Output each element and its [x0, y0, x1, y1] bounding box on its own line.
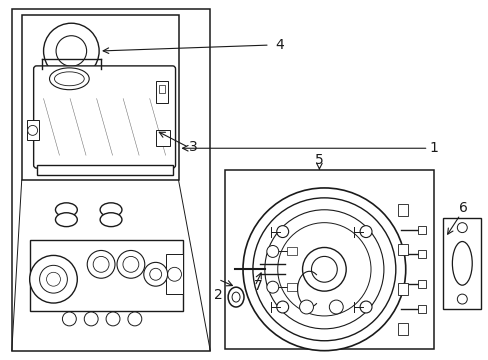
Circle shape [43, 23, 99, 79]
Bar [443, 218, 480, 309]
Circle shape [311, 256, 337, 282]
Ellipse shape [228, 287, 244, 307]
Bar [21, 15, 178, 180]
Ellipse shape [232, 292, 240, 302]
Bar [286, 247, 296, 255]
Circle shape [40, 265, 67, 293]
Circle shape [264, 210, 383, 329]
Bar [286, 283, 296, 291]
Circle shape [359, 301, 371, 313]
Circle shape [266, 246, 278, 257]
Bar [27, 121, 39, 140]
Bar [417, 305, 425, 313]
Circle shape [328, 300, 343, 314]
Text: 6: 6 [458, 201, 467, 215]
Bar [37, 165, 172, 175]
Ellipse shape [55, 213, 77, 227]
Circle shape [117, 251, 144, 278]
Circle shape [456, 223, 467, 233]
Text: 4: 4 [275, 38, 284, 52]
Bar [12, 9, 210, 351]
Circle shape [302, 247, 346, 291]
Circle shape [276, 226, 288, 238]
Circle shape [167, 267, 181, 281]
Circle shape [56, 36, 86, 66]
Circle shape [456, 294, 467, 304]
FancyBboxPatch shape [34, 66, 175, 168]
Circle shape [143, 262, 167, 286]
Bar [397, 323, 407, 335]
Ellipse shape [100, 213, 122, 227]
Circle shape [28, 125, 38, 135]
Bar [155, 81, 167, 103]
Circle shape [299, 300, 313, 314]
Text: 2: 2 [213, 288, 222, 302]
Bar [165, 255, 183, 294]
Circle shape [84, 312, 98, 326]
Circle shape [30, 255, 77, 303]
Bar [397, 204, 407, 216]
Circle shape [46, 272, 61, 286]
Bar [30, 239, 183, 311]
Circle shape [87, 251, 115, 278]
Circle shape [359, 226, 371, 238]
Ellipse shape [100, 203, 122, 217]
Ellipse shape [55, 203, 77, 217]
Circle shape [128, 312, 142, 326]
Text: 1: 1 [428, 141, 437, 155]
Circle shape [243, 188, 405, 351]
Circle shape [62, 312, 76, 326]
Bar [417, 280, 425, 288]
Bar [417, 226, 425, 234]
Bar [417, 251, 425, 258]
Bar [155, 130, 169, 146]
Circle shape [277, 223, 370, 316]
Circle shape [93, 256, 109, 272]
Circle shape [149, 268, 162, 280]
Circle shape [122, 256, 139, 272]
Ellipse shape [451, 242, 471, 285]
Text: 7: 7 [253, 279, 262, 293]
Circle shape [276, 301, 288, 313]
Bar [224, 170, 433, 349]
Circle shape [106, 312, 120, 326]
Bar [397, 283, 407, 295]
Text: 5: 5 [314, 153, 323, 167]
Circle shape [252, 198, 395, 341]
Text: 3: 3 [189, 140, 197, 154]
Bar [158, 85, 164, 93]
Bar [397, 243, 407, 255]
Circle shape [266, 281, 278, 293]
